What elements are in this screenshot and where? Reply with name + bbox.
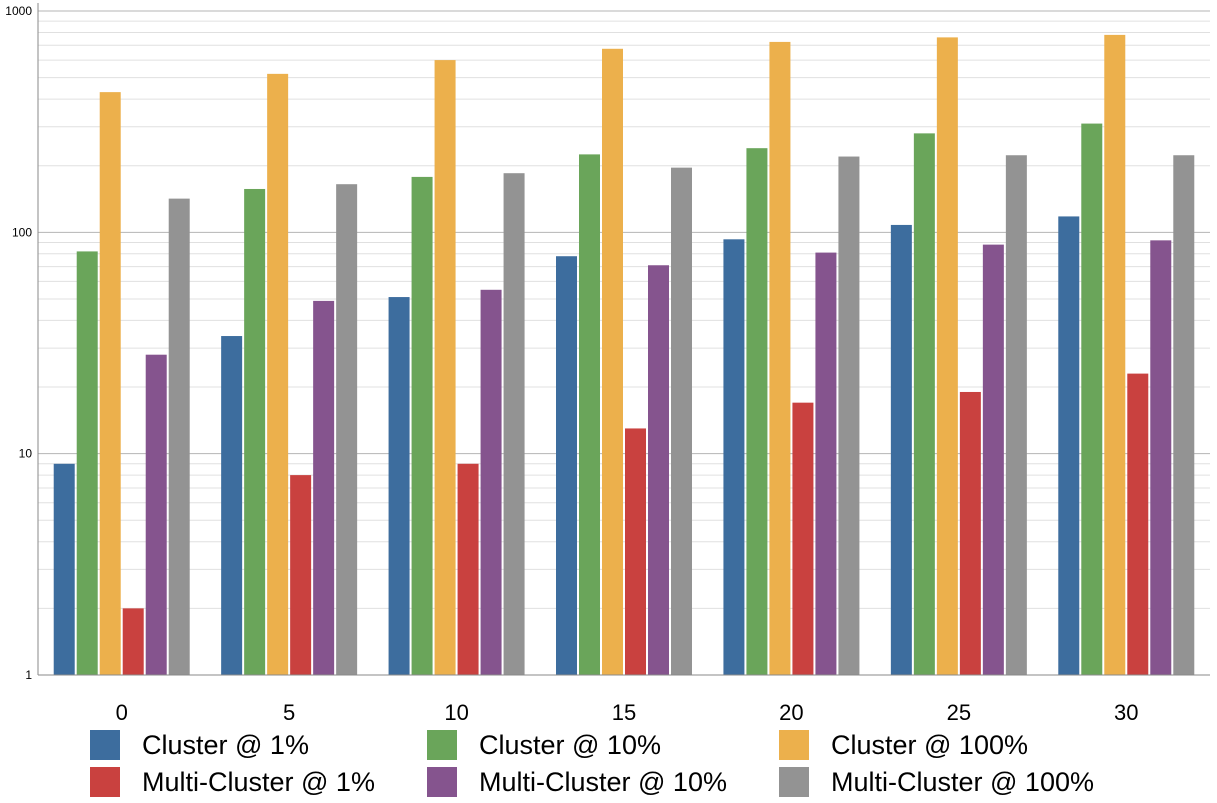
gridlines bbox=[38, 10, 1210, 676]
bar bbox=[1104, 34, 1126, 676]
legend-label: Multi-Cluster @ 10% bbox=[479, 766, 727, 797]
bar bbox=[890, 224, 912, 675]
legend-item: Multi-Cluster @ 1% bbox=[90, 765, 375, 799]
legend-item: Cluster @ 1% bbox=[90, 728, 309, 762]
bar bbox=[792, 402, 814, 675]
y-tick-label: 10 bbox=[19, 447, 33, 461]
y-tick-label: 1 bbox=[25, 668, 32, 682]
bar bbox=[815, 252, 837, 675]
legend-swatch bbox=[779, 767, 809, 797]
bar bbox=[746, 148, 768, 675]
legend-swatch bbox=[90, 730, 120, 760]
bar bbox=[503, 173, 525, 675]
axes bbox=[37, 3, 1210, 676]
bar bbox=[457, 463, 479, 675]
legend-swatch bbox=[427, 730, 457, 760]
bar bbox=[959, 391, 981, 675]
legend-label: Cluster @ 100% bbox=[831, 729, 1028, 760]
bar bbox=[1150, 240, 1172, 675]
bar bbox=[579, 154, 600, 675]
bar bbox=[556, 256, 577, 675]
bar bbox=[168, 198, 190, 676]
y-tick-labels: 1 10 100 1000 bbox=[5, 4, 32, 682]
x-tick-labels: 0 5 10 15 20 25 30 bbox=[116, 700, 1139, 725]
bar bbox=[838, 156, 860, 676]
bar bbox=[1081, 123, 1103, 675]
bars bbox=[53, 34, 1195, 676]
bar bbox=[267, 73, 289, 676]
bar bbox=[53, 463, 75, 675]
legend-label: Cluster @ 1% bbox=[142, 729, 309, 760]
x-tick-label: 15 bbox=[612, 700, 636, 725]
legend-label: Cluster @ 10% bbox=[479, 729, 661, 760]
bar bbox=[648, 265, 669, 675]
legend-label: Multi-Cluster @ 100% bbox=[831, 766, 1094, 797]
legend-item: Multi-Cluster @ 100% bbox=[779, 765, 1094, 799]
bar bbox=[982, 244, 1004, 676]
bar bbox=[336, 184, 358, 675]
legend-item: Cluster @ 10% bbox=[427, 728, 661, 762]
bar bbox=[99, 92, 121, 675]
legend-swatch bbox=[779, 730, 809, 760]
bar bbox=[769, 41, 791, 675]
bar bbox=[625, 428, 646, 675]
bar bbox=[244, 188, 266, 675]
bar bbox=[313, 300, 335, 675]
y-tick-label: 1000 bbox=[5, 4, 32, 18]
bar bbox=[1173, 155, 1195, 676]
y-tick-label: 100 bbox=[12, 225, 32, 239]
bar bbox=[723, 239, 745, 675]
bar bbox=[290, 475, 312, 675]
legend-item: Multi-Cluster @ 10% bbox=[427, 765, 727, 799]
legend-swatch bbox=[90, 767, 120, 797]
x-tick-label: 5 bbox=[283, 700, 295, 725]
bar bbox=[122, 608, 144, 675]
bar bbox=[388, 297, 410, 675]
legend-item: Cluster @ 100% bbox=[779, 728, 1028, 762]
bar bbox=[145, 354, 167, 675]
legend-swatch bbox=[427, 767, 457, 797]
x-tick-label: 0 bbox=[116, 700, 128, 725]
bar bbox=[1127, 373, 1149, 675]
x-tick-label: 30 bbox=[1114, 700, 1138, 725]
bar bbox=[76, 251, 98, 676]
bar bbox=[1005, 155, 1027, 676]
bar bbox=[480, 289, 502, 675]
bar bbox=[913, 133, 935, 675]
bar bbox=[936, 37, 958, 675]
bar bbox=[1058, 216, 1080, 675]
bar bbox=[434, 60, 456, 675]
legend: Cluster @ 1% Cluster @ 10% Cluster @ 100% M… bbox=[90, 728, 1210, 800]
bar bbox=[411, 176, 433, 675]
bar bbox=[602, 48, 623, 676]
x-tick-label: 20 bbox=[779, 700, 803, 725]
legend-label: Multi-Cluster @ 1% bbox=[142, 766, 375, 797]
x-tick-label: 10 bbox=[444, 700, 468, 725]
x-tick-label: 25 bbox=[947, 700, 971, 725]
bar bbox=[671, 167, 692, 675]
bar bbox=[221, 336, 243, 675]
